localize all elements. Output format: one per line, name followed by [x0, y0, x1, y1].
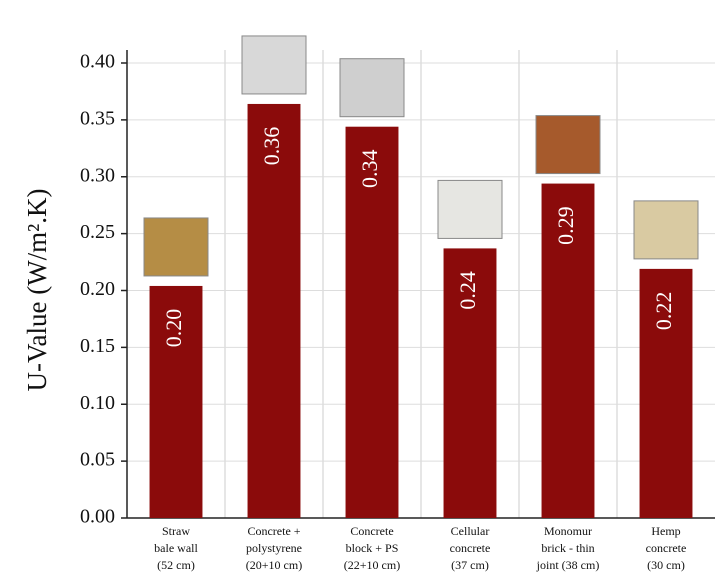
x-tick-label: Straw bale wall (52 cm) — [154, 524, 198, 572]
x-tick-label-line: Monomur — [544, 524, 592, 538]
x-tick-label: Monomur brick - thin joint (38 cm) — [536, 524, 600, 572]
value-label: 0.22 — [651, 292, 676, 331]
x-tick-label-line: concrete — [450, 541, 491, 555]
y-tick-label: 0.35 — [80, 107, 115, 129]
x-tick-label-line: Concrete — [350, 524, 393, 538]
x-tick-label-line: Straw — [162, 524, 190, 538]
material-icon — [633, 200, 699, 260]
bar — [149, 285, 203, 518]
y-tick-label: 0.20 — [80, 278, 115, 300]
y-tick-label: 0.40 — [80, 51, 115, 73]
x-tick-label-line: bale wall — [154, 541, 198, 555]
x-tick-label-line: block + PS — [346, 541, 399, 555]
x-tick-label-line: (20+10 cm) — [246, 558, 302, 572]
bar — [639, 268, 693, 518]
y-tick-label: 0.00 — [80, 506, 115, 528]
bar — [443, 248, 497, 518]
y-tick-label: 0.10 — [80, 392, 115, 414]
x-tick-label-line: (30 cm) — [647, 558, 685, 572]
value-label: 0.36 — [259, 127, 284, 166]
x-tick-label-line: joint (38 cm) — [536, 558, 600, 572]
material-icon — [241, 35, 307, 95]
material-icon — [143, 217, 209, 277]
x-tick-label-line: (52 cm) — [157, 558, 195, 572]
y-tick-label: 0.30 — [80, 164, 115, 186]
x-tick-label: Concrete block + PS (22+10 cm) — [344, 524, 400, 572]
value-label: 0.29 — [553, 206, 578, 245]
value-label: 0.20 — [161, 309, 186, 348]
material-icon — [339, 58, 405, 118]
material-icon — [535, 115, 601, 175]
x-tick-label-line: polystyrene — [246, 541, 302, 555]
y-axis-label: U-Value (W/m².K) — [22, 188, 52, 391]
y-tick-label: 0.05 — [80, 449, 115, 471]
x-tick-label-line: Concrete + — [247, 524, 300, 538]
x-tick-label: Cellular concrete (37 cm) — [450, 524, 491, 572]
bar — [247, 103, 301, 518]
x-tick-label-line: (22+10 cm) — [344, 558, 400, 572]
y-tick-label: 0.15 — [80, 335, 115, 357]
x-tick-label: Hemp concrete (30 cm) — [646, 524, 687, 572]
x-tick-label-line: Cellular — [451, 524, 490, 538]
value-label: 0.34 — [357, 149, 382, 188]
x-tick-label: Concrete + polystyrene (20+10 cm) — [246, 524, 302, 572]
x-tick-label-line: concrete — [646, 541, 687, 555]
value-label: 0.24 — [455, 271, 480, 310]
bar — [345, 126, 399, 518]
y-tick-label: 0.25 — [80, 221, 115, 243]
x-tick-label-line: (37 cm) — [451, 558, 489, 572]
x-tick-label-line: brick - thin — [541, 541, 594, 555]
x-tick-label-line: Hemp — [651, 524, 680, 538]
bar — [541, 183, 595, 518]
material-icon — [437, 179, 503, 239]
